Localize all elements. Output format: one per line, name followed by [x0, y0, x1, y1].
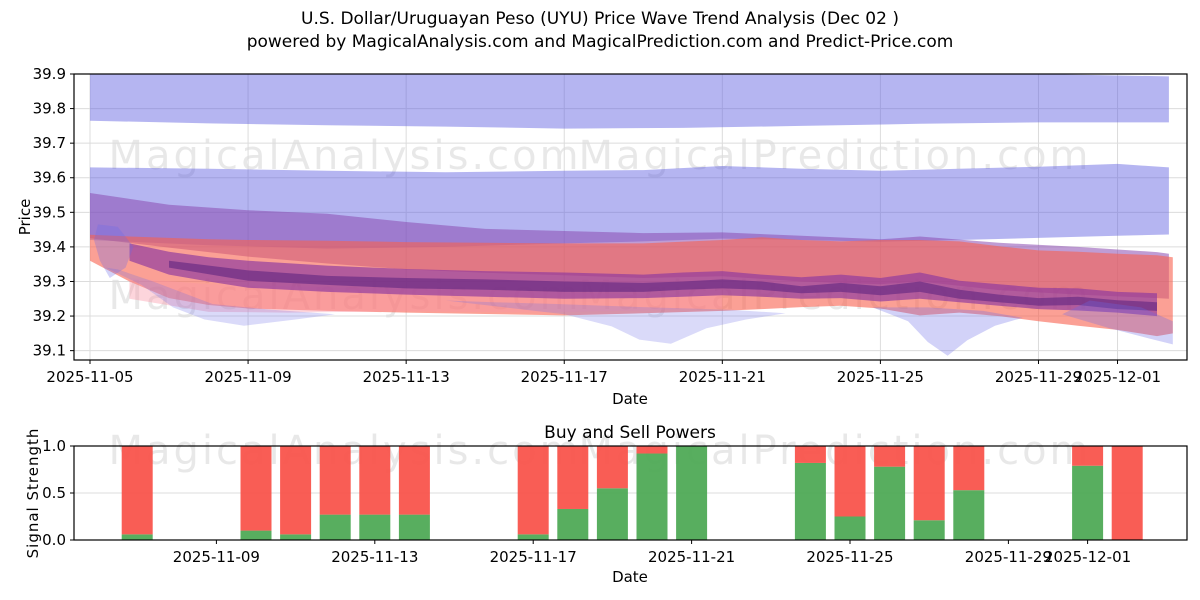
page-subtitle: powered by MagicalAnalysis.com and Magic… — [246, 32, 954, 52]
x-tick-label: 2025-12-01 — [1044, 548, 1131, 566]
dark-core-band — [169, 260, 1157, 311]
signal-bars — [121, 446, 1143, 540]
buy-bar-segment — [240, 530, 272, 540]
x-tick-label: 2025-11-25 — [806, 548, 893, 566]
sell-bar-segment — [794, 446, 826, 463]
y-tick-label: 39.4 — [33, 238, 66, 256]
sell-bar-segment — [398, 446, 430, 515]
buy-bar-segment — [676, 446, 708, 540]
x-tick-label: 2025-11-13 — [331, 548, 418, 566]
price-chart: 39.1 39.2 39.3 39.4 39.5 39.6 39.7 39.8 39.9 2025… — [33, 65, 1188, 386]
sell-bar-segment — [359, 446, 391, 515]
sell-bar-segment — [280, 446, 312, 535]
x-tick-label: 2025-12-01 — [1074, 368, 1161, 386]
right-tail-wisp — [1062, 300, 1173, 345]
y-tick-label: 39.6 — [33, 169, 66, 187]
y-tick-label: 39.5 — [33, 203, 66, 221]
left-low-wisp — [105, 267, 335, 326]
y-tick-label: 39.3 — [33, 272, 66, 290]
buy-bar-segment — [953, 490, 985, 540]
date-axis-label-top: Date — [612, 390, 648, 408]
y-tick-label: 0.0 — [42, 531, 66, 549]
sell-bar-segment — [1072, 446, 1104, 466]
price-axis-label: Price — [16, 198, 34, 236]
left-spike-wisp — [94, 224, 134, 278]
buy-bar-segment — [398, 514, 430, 540]
buy-bar-segment — [913, 520, 945, 540]
sell-bar-segment — [121, 446, 153, 535]
x-tick-label: 2025-11-21 — [679, 368, 766, 386]
x-tick-label: 2025-11-21 — [648, 548, 735, 566]
page-title: U.S. Dollar/Uruguayan Peso (UYU) Price W… — [301, 9, 899, 29]
x-tick-label: 2025-11-05 — [46, 368, 133, 386]
signal-chart: 0.0 0.5 1.0 2025-11-09 2025-11-13 2025-11-17 2… — [42, 437, 1188, 566]
x-tick-label: 2025-11-25 — [837, 368, 924, 386]
sell-bar-segment — [1111, 446, 1143, 540]
y-tick-label: 39.8 — [33, 100, 66, 118]
buy-bar-segment — [874, 466, 906, 540]
upper-blue-band — [90, 74, 1169, 129]
y-tick-label: 39.9 — [33, 65, 66, 83]
x-tick-label: 2025-11-17 — [490, 548, 577, 566]
x-tick-label: 2025-11-29 — [965, 548, 1052, 566]
price-plot-frame — [73, 73, 1188, 361]
y-tick-label: 39.7 — [33, 134, 66, 152]
signal-chart-title: Buy and Sell Powers — [544, 423, 716, 443]
buy-bar-segment — [359, 514, 391, 540]
x-tick-label: 2025-11-17 — [521, 368, 608, 386]
x-tick-label: 2025-11-29 — [995, 368, 1082, 386]
sell-bar-segment — [834, 446, 866, 517]
buy-bar-segment — [319, 514, 351, 540]
x-tick-label: 2025-11-09 — [173, 548, 260, 566]
sell-bar-segment — [874, 446, 906, 467]
watermark-text: MagicalPrediction.com — [579, 133, 1092, 179]
buy-bar-segment — [596, 488, 628, 540]
buy-bar-segment — [794, 462, 826, 540]
watermark-text: MagicalAnalysis.com — [108, 133, 581, 179]
date-axis-label-bottom: Date — [612, 568, 648, 586]
y-tick-label: 0.5 — [42, 484, 66, 502]
deep-dip-wisp — [872, 307, 1023, 356]
sell-bar-segment — [240, 446, 272, 531]
x-tick-label: 2025-11-09 — [204, 368, 291, 386]
sell-bar-segment — [913, 446, 945, 521]
buy-bar-segment — [1072, 465, 1104, 540]
buy-bar-segment — [121, 534, 153, 540]
buy-bar-segment — [557, 508, 589, 540]
sell-bar-segment — [319, 446, 351, 515]
buy-bar-segment — [834, 516, 866, 540]
signal-axis-label: Signal Strength — [24, 427, 42, 559]
buy-bar-segment — [636, 453, 668, 540]
sell-bar-segment — [953, 446, 985, 491]
price-bands — [90, 74, 1173, 356]
sell-bar-segment — [596, 446, 628, 489]
y-tick-label: 1.0 — [42, 437, 66, 455]
buy-bar-segment — [280, 534, 312, 540]
magenta-core-band — [129, 243, 1157, 317]
mid-dip-wisp — [445, 300, 786, 344]
sell-bar-segment — [517, 446, 549, 535]
y-tick-label: 39.1 — [33, 342, 66, 360]
sell-bar-segment — [636, 446, 668, 454]
buy-bar-segment — [517, 534, 549, 540]
x-tick-label: 2025-11-13 — [363, 368, 450, 386]
y-tick-label: 39.2 — [33, 307, 66, 325]
sell-bar-segment — [557, 446, 589, 509]
